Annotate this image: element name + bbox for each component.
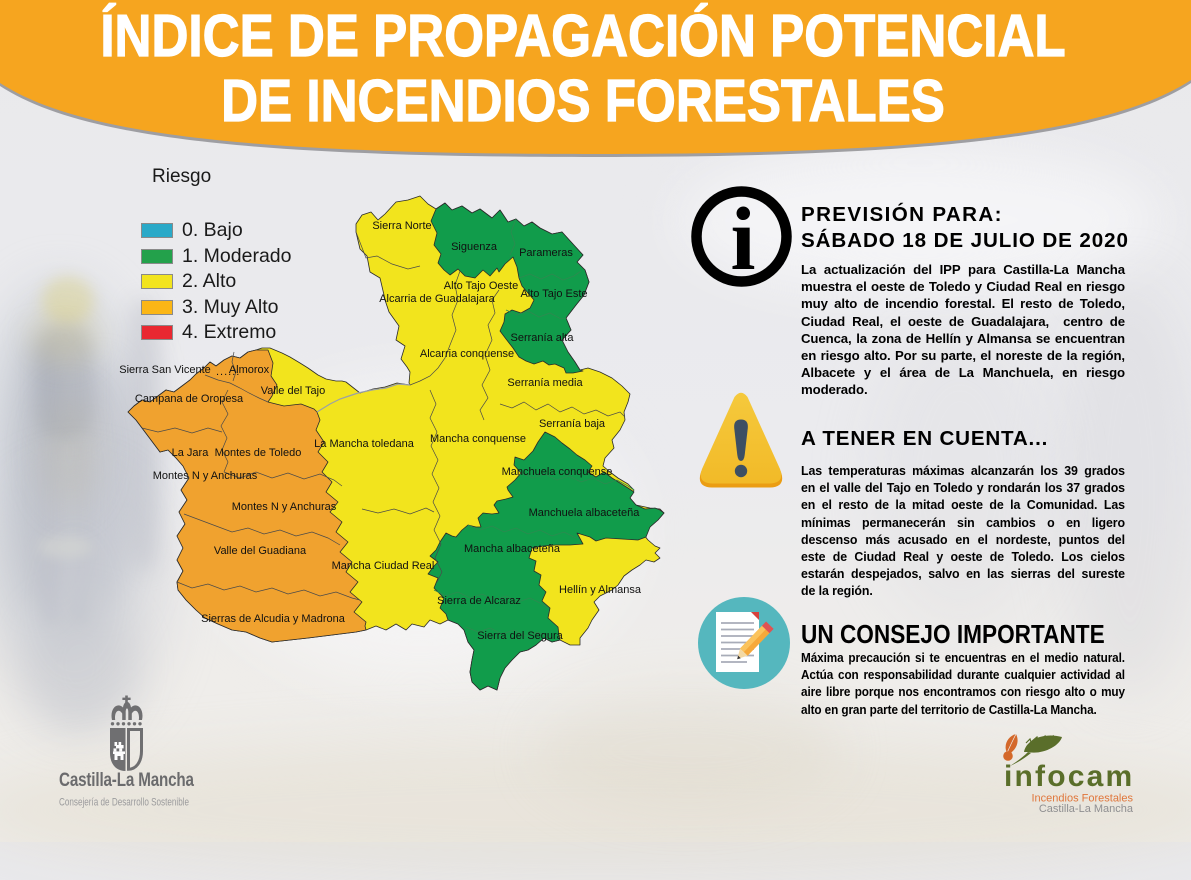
svg-text:Valle del Tajo: Valle del Tajo	[261, 385, 325, 397]
svg-text:Sierra Norte: Sierra Norte	[372, 220, 431, 232]
svg-text:Montes de Toledo: Montes de Toledo	[215, 447, 302, 459]
svg-text:Sierra de Alcaraz: Sierra de Alcaraz	[437, 595, 521, 607]
svg-text:Alcarria conquense: Alcarria conquense	[420, 348, 514, 360]
svg-text:Serranía baja: Serranía baja	[539, 418, 606, 430]
svg-text:Siguenza: Siguenza	[451, 241, 498, 253]
svg-text:Alto Tajo Este: Alto Tajo Este	[520, 288, 587, 300]
svg-text:La Jara: La Jara	[172, 447, 210, 459]
svg-text:Sierra del Segura: Sierra del Segura	[477, 630, 563, 642]
svg-text:Mancha albaceteña: Mancha albaceteña	[464, 543, 561, 555]
svg-text:Serranía alta: Serranía alta	[511, 332, 575, 344]
svg-text:Manchuela albaceteña: Manchuela albaceteña	[529, 507, 641, 519]
svg-text:infocam: infocam	[1004, 760, 1134, 793]
svg-text:Manchuela conquense: Manchuela conquense	[502, 466, 613, 478]
svg-text:Alto Tajo Oeste: Alto Tajo Oeste	[444, 280, 518, 292]
svg-text:i: i	[730, 190, 755, 289]
svg-text:Montes N y Anchuras: Montes N y Anchuras	[232, 501, 337, 513]
svg-text:Mancha conquense: Mancha conquense	[430, 433, 526, 445]
svg-text:Parameras: Parameras	[519, 247, 573, 259]
svg-text:Consejería de Desarrollo Soste: Consejería de Desarrollo Sostenible	[59, 796, 189, 809]
svg-text:Castilla-La Mancha: Castilla-La Mancha	[1039, 803, 1134, 815]
svg-text:La Mancha toledana: La Mancha toledana	[314, 438, 415, 450]
svg-text:Sierra San Vicente: Sierra San Vicente	[119, 364, 211, 376]
svg-text:Serranía media: Serranía media	[507, 377, 583, 389]
svg-text:Alcarria de Guadalajara: Alcarria de Guadalajara	[379, 293, 495, 305]
svg-text:Campana de Oropesa: Campana de Oropesa	[135, 393, 244, 405]
svg-text:Mancha Ciudad Real: Mancha Ciudad Real	[332, 560, 435, 572]
svg-text:Hellín y Almansa: Hellín y Almansa	[559, 584, 642, 596]
svg-text:......: ......	[216, 366, 240, 378]
svg-text:Castilla-La Mancha: Castilla-La Mancha	[59, 768, 194, 790]
svg-text:Incendios Forestales: Incendios Forestales	[1032, 793, 1134, 805]
svg-text:Valle del Guadiana: Valle del Guadiana	[214, 545, 307, 557]
svg-text:Sierras de Alcudia y Madrona: Sierras de Alcudia y Madrona	[201, 613, 346, 625]
svg-text:Almorox: Almorox	[229, 364, 270, 376]
svg-text:Montes N y Anchuras: Montes N y Anchuras	[153, 470, 258, 482]
